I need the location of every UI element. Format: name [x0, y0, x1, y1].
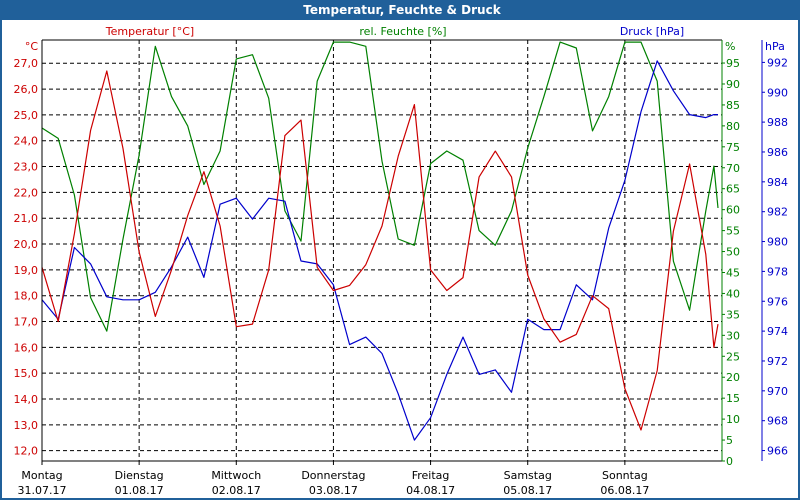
pressure-line [41, 60, 718, 441]
x-tick-date: 02.08.17 [212, 484, 261, 497]
x-tick-day: Freitag [412, 469, 450, 482]
humidity-tick-label: 80 [726, 120, 740, 133]
temperature-tick-label: 20,0 [14, 238, 39, 251]
temperature-tick-label: 12,0 [14, 445, 39, 458]
temperature-tick-label: 25,0 [14, 109, 39, 122]
x-tick-day: Dienstag [115, 469, 164, 482]
temperature-axis-title: Temperatur [°C] [105, 25, 194, 38]
humidity-line [41, 41, 719, 332]
humidity-tick-label: 45 [726, 266, 740, 279]
grid [42, 40, 722, 461]
pressure-tick-label: 972 [767, 355, 788, 368]
temperature-tick-label: 26,0 [14, 83, 39, 96]
humidity-tick-label: 65 [726, 183, 740, 196]
temperature-tick-label: 15,0 [14, 367, 39, 380]
x-tick-date: 06.08.17 [600, 484, 649, 497]
pressure-tick-label: 974 [767, 325, 788, 338]
axes: 12,0 13,0 14,0 15,0 16,0 17,0 18,0 19,0 20,0 21,0… [14, 39, 788, 497]
temperature-tick-label: 16,0 [14, 341, 39, 354]
temperature-tick-label: 21,0 [14, 212, 39, 225]
humidity-tick-label: 10 [726, 413, 740, 426]
temperature-tick-label: 22,0 [14, 186, 39, 199]
temperature-unit: °C [25, 40, 39, 53]
temperature-tick-label: 17,0 [14, 316, 39, 329]
x-tick-date: 05.08.17 [503, 484, 552, 497]
humidity-tick-label: 40 [726, 287, 740, 300]
humidity-tick-label: 85 [726, 99, 740, 112]
pressure-unit: hPa [765, 40, 785, 53]
pressure-tick-label: 986 [767, 146, 788, 159]
humidity-unit: % [725, 40, 735, 53]
temperature-tick-label: 27,0 [14, 57, 39, 70]
pressure-tick-label: 992 [767, 56, 788, 69]
x-tick-day: Montag [21, 469, 62, 482]
temperature-tick-label: 14,0 [14, 393, 39, 406]
humidity-tick-label: 55 [726, 225, 740, 238]
humidity-tick-label: 30 [726, 329, 740, 342]
x-tick-date: 04.08.17 [406, 484, 455, 497]
pressure-tick-label: 984 [767, 176, 788, 189]
pressure-tick-label: 988 [767, 116, 788, 129]
x-tick-day: Donnerstag [301, 469, 365, 482]
pressure-tick-label: 982 [767, 206, 788, 219]
humidity-tick-label: 70 [726, 162, 740, 175]
pressure-tick-label: 966 [767, 445, 788, 458]
humidity-tick-label: 20 [726, 371, 740, 384]
x-tick-date: 01.08.17 [115, 484, 164, 497]
temperature-tick-label: 23,0 [14, 161, 39, 174]
pressure-tick-label: 968 [767, 415, 788, 428]
humidity-tick-label: 25 [726, 350, 740, 363]
x-tick-day: Samstag [504, 469, 552, 482]
humidity-tick-label: 95 [726, 57, 740, 70]
humidity-tick-label: 35 [726, 308, 740, 321]
temperature-tick-label: 24,0 [14, 135, 39, 148]
humidity-axis-title: rel. Feuchte [%] [359, 25, 446, 38]
humidity-tick-label: 60 [726, 204, 740, 217]
humidity-tick-label: 90 [726, 78, 740, 91]
pressure-tick-label: 976 [767, 295, 788, 308]
x-tick-day: Mittwoch [211, 469, 261, 482]
temperature-tick-label: 18,0 [14, 290, 39, 303]
x-tick-date: 03.08.17 [309, 484, 358, 497]
humidity-tick-label: 75 [726, 141, 740, 154]
temperature-line [41, 70, 719, 431]
temperature-tick-label: 19,0 [14, 264, 39, 277]
humidity-tick-label: 15 [726, 392, 740, 405]
humidity-tick-label: 5 [726, 434, 733, 447]
pressure-tick-label: 990 [767, 86, 788, 99]
window-title: Temperatur, Feuchte & Druck [2, 0, 798, 20]
pressure-tick-label: 980 [767, 236, 788, 249]
humidity-tick-label: 50 [726, 246, 740, 259]
series-lines [41, 41, 719, 441]
x-tick-date: 31.07.17 [18, 484, 67, 497]
pressure-tick-label: 978 [767, 265, 788, 278]
x-tick-day: Sonntag [602, 469, 648, 482]
pressure-tick-label: 970 [767, 385, 788, 398]
humidity-tick-label: 0 [726, 455, 733, 468]
pressure-axis-title: Druck [hPa] [620, 25, 684, 38]
temperature-tick-label: 13,0 [14, 419, 39, 432]
